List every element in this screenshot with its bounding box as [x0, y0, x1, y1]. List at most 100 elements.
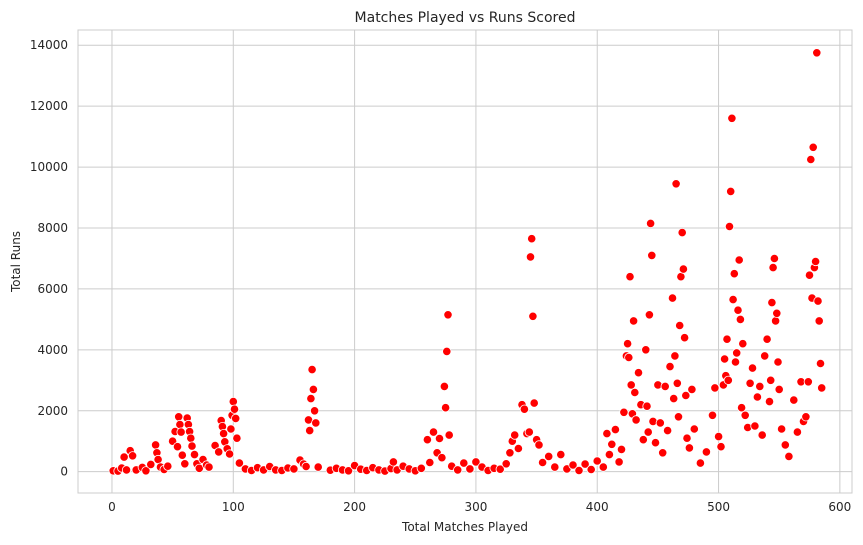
- data-point: [647, 250, 657, 260]
- data-point: [459, 458, 469, 468]
- x-tick-label: 200: [343, 500, 366, 514]
- data-point: [301, 461, 311, 472]
- data-point: [768, 262, 778, 273]
- data-point: [736, 403, 747, 413]
- y-tick-label: 10000: [30, 160, 68, 174]
- data-point: [810, 256, 821, 267]
- data-point: [770, 316, 781, 326]
- data-point: [672, 378, 682, 388]
- data-point: [388, 457, 398, 467]
- x-tick-label: 0: [108, 500, 116, 514]
- data-point: [650, 438, 661, 448]
- data-point: [175, 419, 185, 430]
- data-point: [687, 384, 697, 394]
- data-point: [817, 383, 827, 393]
- data-point: [792, 427, 803, 437]
- data-point: [658, 448, 668, 458]
- data-point: [602, 428, 612, 439]
- data-point: [801, 412, 811, 422]
- y-axis-ticks: 0 2000 4000 6000 8000 10000 12000 14000: [30, 38, 68, 478]
- x-tick-label: 600: [828, 500, 851, 514]
- data-point: [678, 264, 689, 274]
- data-point: [580, 459, 590, 469]
- chart-title: Matches Played vs Runs Scored: [355, 10, 576, 26]
- data-point: [422, 435, 432, 445]
- data-point: [625, 272, 635, 282]
- plot-frame: [77, 29, 853, 494]
- data-point: [440, 403, 451, 413]
- data-point: [574, 465, 584, 476]
- data-point: [665, 361, 675, 372]
- data-point: [767, 297, 777, 308]
- data-points: [108, 48, 827, 476]
- data-point: [234, 458, 244, 468]
- data-point: [121, 465, 132, 475]
- data-point: [710, 383, 720, 393]
- data-point: [311, 418, 321, 428]
- data-point: [689, 424, 699, 434]
- data-point: [306, 393, 316, 404]
- data-point: [186, 433, 196, 443]
- data-point: [638, 435, 648, 445]
- data-point: [733, 305, 743, 315]
- data-point: [726, 186, 736, 196]
- y-tick-label: 2000: [37, 404, 68, 418]
- data-point: [525, 252, 536, 262]
- data-point: [755, 381, 765, 391]
- data-point: [556, 449, 566, 460]
- x-tick-label: 300: [464, 500, 487, 514]
- data-point: [453, 465, 463, 475]
- data-point: [630, 387, 640, 398]
- data-point: [734, 255, 744, 265]
- data-point: [728, 294, 738, 305]
- data-point: [189, 449, 200, 460]
- data-point: [780, 440, 790, 450]
- data-point: [631, 415, 641, 425]
- data-point: [812, 48, 822, 58]
- data-point: [701, 447, 712, 457]
- data-point: [519, 404, 530, 414]
- y-tick-label: 8000: [37, 221, 68, 235]
- data-point: [667, 293, 678, 303]
- data-point: [645, 218, 656, 228]
- data-point: [442, 346, 452, 356]
- data-point: [229, 404, 240, 414]
- data-point: [163, 461, 173, 471]
- data-point: [219, 428, 229, 439]
- data-point: [670, 351, 680, 361]
- data-point: [598, 462, 608, 472]
- data-point: [760, 351, 770, 361]
- data-point: [716, 442, 726, 452]
- data-point: [151, 440, 161, 450]
- x-tick-label: 500: [707, 500, 730, 514]
- data-point: [719, 354, 730, 364]
- y-axis-label: Total Runs: [9, 231, 23, 293]
- data-point: [681, 390, 691, 401]
- data-point: [671, 179, 681, 189]
- data-point: [803, 377, 813, 387]
- data-point: [695, 458, 706, 468]
- data-point: [307, 364, 317, 375]
- data-point: [745, 378, 755, 388]
- data-point: [232, 433, 242, 443]
- grid-lines: [78, 30, 852, 493]
- data-point: [622, 339, 633, 349]
- data-point: [813, 296, 823, 306]
- data-point: [707, 410, 718, 420]
- data-point: [806, 154, 816, 165]
- data-point: [772, 308, 782, 318]
- data-point: [544, 451, 554, 461]
- data-point: [633, 368, 644, 378]
- data-point: [592, 456, 602, 466]
- x-tick-label: 400: [586, 500, 609, 514]
- data-point: [784, 451, 794, 461]
- data-point: [789, 395, 799, 405]
- data-point: [776, 424, 787, 434]
- data-point: [815, 358, 826, 369]
- data-point: [528, 311, 538, 321]
- x-axis-label: Total Matches Played: [401, 520, 528, 534]
- data-point: [153, 454, 163, 465]
- data-point: [677, 228, 687, 238]
- data-point: [513, 443, 524, 454]
